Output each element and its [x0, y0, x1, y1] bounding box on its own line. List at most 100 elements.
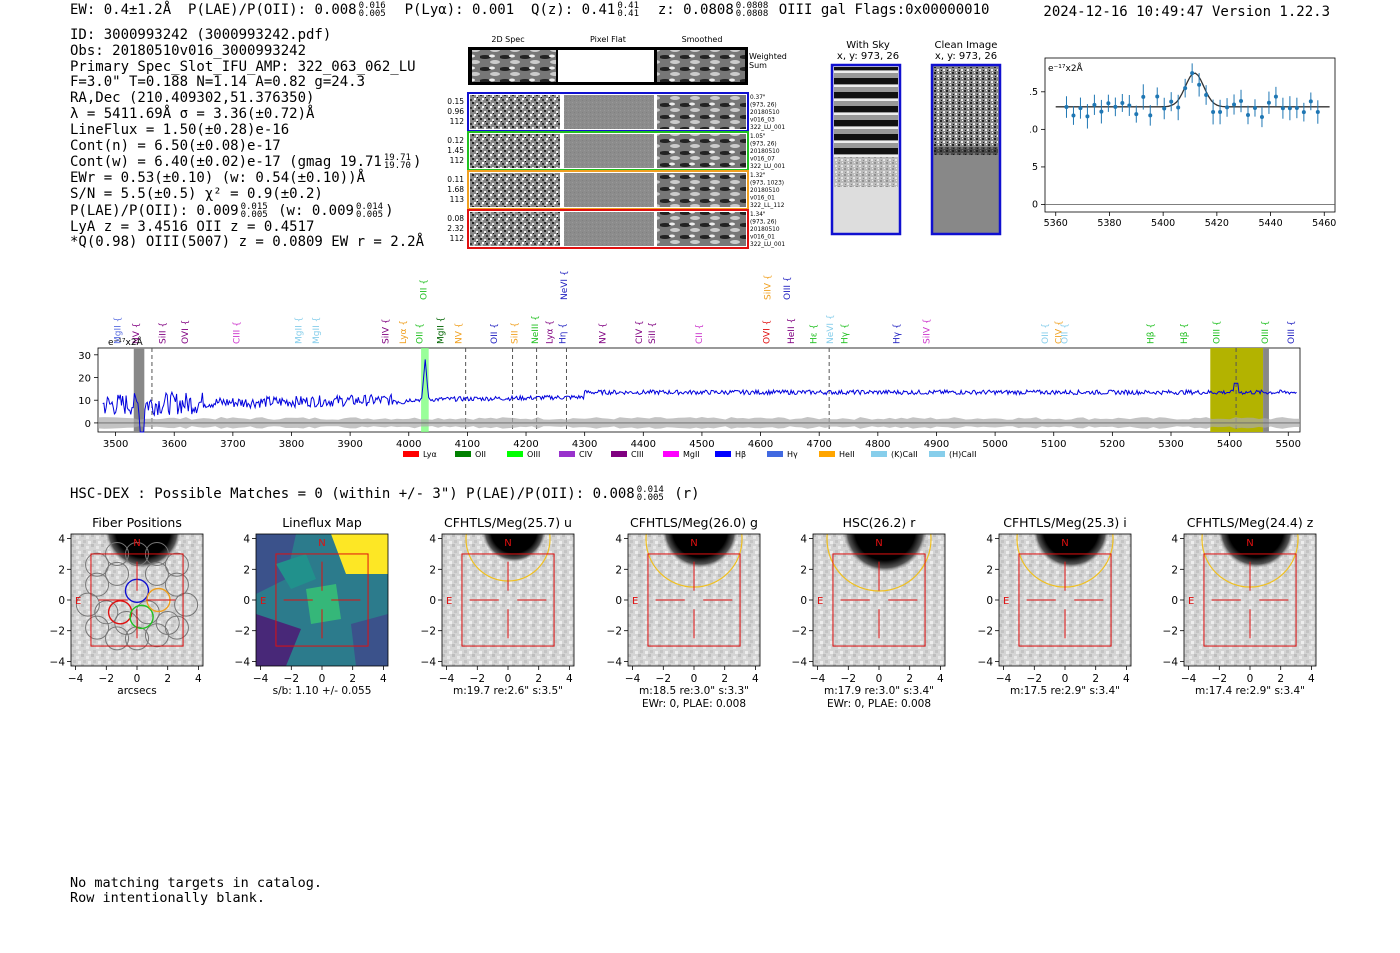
zoom-point	[1308, 99, 1313, 104]
panel-xtick-label: 2	[721, 673, 728, 685]
panel-ytick-label: −4	[235, 656, 251, 668]
cutout-left-label: 0.12	[447, 136, 464, 145]
panel-xtick-label: −2	[99, 673, 114, 685]
panel-ytick-label: −2	[1163, 626, 1178, 638]
zoom-ytick-label: 5	[1032, 162, 1038, 173]
north-marker: N	[1246, 538, 1253, 549]
panel-ytick-label: −2	[235, 626, 250, 638]
zoom-point	[1099, 109, 1104, 114]
zoom-point	[1232, 102, 1237, 107]
zoom-point	[1064, 105, 1069, 110]
fiber-circle	[85, 552, 110, 577]
plae2-end: )	[385, 202, 394, 219]
cutout-right-label: 1.32"	[750, 173, 766, 179]
panel-ytick-label: 0	[800, 595, 807, 607]
panel-xtick-label: 0	[505, 673, 512, 685]
cutout-right-label: 20180510	[750, 188, 780, 194]
panel-ytick-label: 2	[58, 564, 65, 576]
cutout-left-label: 0.15	[447, 97, 464, 106]
legend-label: (H)CaII	[949, 450, 976, 459]
panel-xtick-label: 4	[937, 673, 944, 685]
panel-caption: arcsecs	[117, 685, 156, 697]
east-marker: E	[260, 596, 266, 607]
cutout-2dspec	[470, 212, 560, 246]
panel-ytick-label: −4	[1163, 656, 1179, 668]
zoom-point	[1176, 105, 1181, 110]
footer-line1: No matching targets in catalog.	[70, 875, 322, 891]
lineflux-region	[276, 554, 316, 589]
spectrum-xtick-label: 5500	[1276, 439, 1301, 450]
panel-caption-2: EWr: 0, PLAE: 0.008	[827, 698, 931, 710]
emission-line-label: MgII {	[436, 317, 446, 344]
panel-caption: s/b: 1.10 +/- 0.055	[273, 685, 372, 697]
panel-xtick-label: 0	[691, 673, 698, 685]
zoom-point	[1294, 105, 1299, 110]
emission-line-label: OII {	[1041, 323, 1051, 344]
zoom-data	[1045, 63, 1335, 205]
emission-line-label: Lyα {	[545, 320, 555, 344]
north-marker: N	[504, 538, 511, 549]
panel-xtick-label: 4	[1308, 673, 1315, 685]
plae2-w-hi: 0.014	[355, 201, 384, 212]
spectrum-xtick-label: 4300	[572, 439, 597, 450]
plae2-lo: 0.005	[240, 209, 268, 220]
cutout-right-label: (973, 1023)	[750, 181, 784, 187]
spectrum-xtick-label: 5000	[982, 439, 1007, 450]
panel-ytick-label: 4	[615, 534, 622, 546]
panel-xtick-label: −2	[284, 673, 299, 685]
panel-xtick-label: 0	[134, 673, 141, 685]
panel-ytick-label: −2	[50, 626, 65, 638]
emission-line-label: OVI {	[181, 320, 191, 344]
cutout-pixelflat	[564, 134, 654, 168]
bright-star	[843, 534, 927, 572]
spectrum-xtick-label: 3900	[337, 439, 362, 450]
panel-ytick-label: 2	[243, 564, 250, 576]
zoom-point	[1106, 101, 1111, 106]
panel-xtick-label: −4	[625, 673, 641, 685]
legend-swatch	[403, 451, 419, 457]
bright-star	[1218, 534, 1294, 568]
spectrum-xtick-label: 4000	[396, 439, 421, 450]
zoom-ylabel: e⁻¹⁷x2Å	[1048, 62, 1084, 74]
zoom-point	[1287, 106, 1292, 111]
emission-line-label: Hγ {	[893, 323, 903, 344]
north-marker: N	[1061, 538, 1068, 549]
emission-line-label: NV {	[132, 323, 142, 344]
zoom-xtick-label: 5400	[1151, 218, 1175, 229]
panel-xtick-label: 2	[349, 673, 356, 685]
emission-line-label: OIII {	[1213, 320, 1223, 344]
panel-title: CFHTLS/Meg(26.0) g	[630, 515, 758, 530]
east-marker: E	[446, 596, 452, 607]
zoom-point	[1225, 105, 1230, 110]
timestamp-version: 2024-12-16 10:49:47 Version 1.22.3	[1043, 4, 1330, 20]
legend-label: Hγ	[787, 450, 798, 459]
emission-line-label: OII {	[419, 279, 429, 300]
info-block: ID: 3000993242 (3000993242.pdf) Obs: 201…	[70, 27, 425, 251]
info-q: *Q(0.98) OIII(5007) z = 0.0809 EW r = 2.…	[70, 234, 425, 251]
emission-line-label: CIV {	[1054, 320, 1064, 344]
catalog-ellipse	[826, 534, 932, 592]
clean-image-title: Clean Image	[935, 40, 998, 51]
panel-xtick-label: −2	[470, 673, 485, 685]
emission-line-label: Hβ {	[1146, 323, 1156, 344]
emission-line-label: CII {	[695, 324, 705, 344]
panel-ytick-label: 2	[986, 564, 993, 576]
lineflux-region	[351, 614, 388, 666]
panel-ytick-label: 4	[429, 534, 436, 546]
panel-xtick-label: 0	[319, 673, 326, 685]
panel-title: Lineflux Map	[282, 515, 362, 530]
cutout-smoothed	[657, 95, 746, 129]
info-lya: LyA z = 3.4516 OII z = 0.4517	[70, 218, 315, 235]
legend-label: Lyα	[423, 450, 437, 459]
spectrum-ytick-label: 0	[85, 419, 91, 430]
panel-xtick-label: −2	[1027, 673, 1042, 685]
cutout-right-label: 322_LU_001	[750, 125, 785, 131]
panel-xtick-label: 2	[1092, 673, 1099, 685]
emission-line-label: CIV {	[635, 320, 645, 344]
cutout-left-label: 112	[450, 117, 465, 126]
spectrum-xtick-label: 4200	[513, 439, 538, 450]
zoom-point	[1113, 104, 1118, 109]
cutout-left-label: 113	[450, 195, 465, 204]
